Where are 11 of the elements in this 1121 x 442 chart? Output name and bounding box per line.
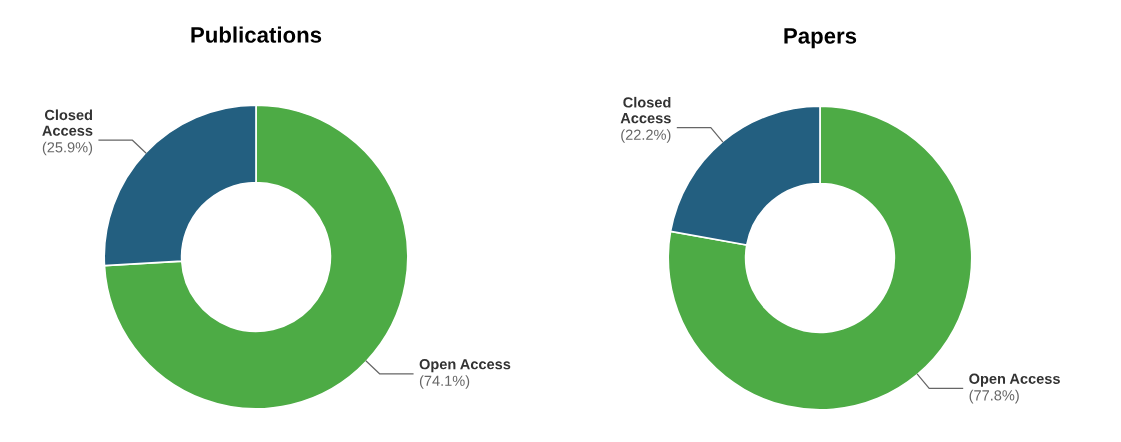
slice-label: Closed Access — [620, 96, 671, 124]
data-label: (77.8%) — [969, 389, 1019, 404]
chart-title: Publications — [191, 26, 322, 43]
data-label: (74.1%) — [419, 375, 470, 389]
slice-label: Open Access — [419, 359, 511, 373]
data-label: (25.9%) — [42, 141, 93, 156]
slice-label: Closed Access — [42, 109, 93, 136]
data-label: (22.2%) — [621, 129, 671, 143]
donut-slice — [103, 104, 409, 410]
slice-label: Open Access — [969, 373, 1060, 387]
chart-title: Papers — [784, 28, 857, 49]
